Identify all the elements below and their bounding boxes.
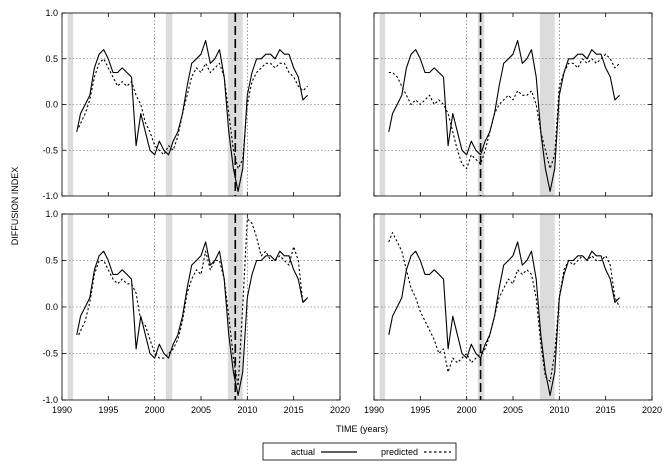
y-tick-label-1: -0.5 <box>42 145 58 155</box>
legend-actual-label: actual <box>291 447 315 457</box>
y-tick-label-2: 0.0 <box>45 100 58 110</box>
x-tick-label-4: 2010 <box>237 405 257 415</box>
x-tick-label-6: 2020 <box>642 405 662 415</box>
y-tick-label-0: -1.0 <box>42 395 58 405</box>
chart-panel-bottom-left: -1.0 -0.5 0.0 0.5 1.0 1990 1995 2000 2005 2010 201… <box>42 209 350 415</box>
plot-frame <box>373 213 653 401</box>
series-predicted-line <box>78 58 308 170</box>
y-axis-label: DIFFUSION INDEX <box>10 167 20 246</box>
series-predicted-line <box>78 218 308 387</box>
plot-frame <box>61 213 341 401</box>
chart-panel-top-left: -1.0 -0.5 0.0 0.5 1.0 <box>42 8 341 201</box>
chart-panel-bottom-right: 1990 1995 2000 2005 2010 2015 2020 <box>364 213 662 415</box>
y-tick-label-0: -1.0 <box>42 191 58 201</box>
y-tick-label-4: 1.0 <box>45 8 58 18</box>
legend-predicted-label: predicted <box>381 447 418 457</box>
plot-frame <box>61 12 341 197</box>
x-tick-label-3: 2005 <box>191 405 211 415</box>
x-tick-label-3: 2005 <box>503 405 523 415</box>
series-actual-line <box>76 39 308 192</box>
x-axis-label: TIME (years) <box>336 424 388 434</box>
x-tick-label-5: 2015 <box>284 405 304 415</box>
y-tick-label-3: 0.5 <box>45 54 58 64</box>
chart-panel-top-right <box>373 12 653 197</box>
legend: actual predicted <box>262 442 457 461</box>
series-actual-line <box>388 241 620 396</box>
x-tick-label-2: 2000 <box>457 405 477 415</box>
x-tick-label-1: 1995 <box>98 405 118 415</box>
x-tick-label-1: 1995 <box>410 405 430 415</box>
series-predicted-line <box>388 232 621 382</box>
series-actual-line <box>76 241 308 396</box>
recession-band-1 <box>165 214 173 400</box>
legend-box <box>262 442 457 461</box>
series-actual-line <box>388 39 620 192</box>
y-tick-label-2: 0.0 <box>45 302 58 312</box>
plot-frame <box>373 12 653 197</box>
y-tick-label-4: 1.0 <box>45 209 58 219</box>
x-tick-label-5: 2015 <box>596 405 616 415</box>
recession-band-1 <box>165 13 173 196</box>
series-predicted-line <box>388 53 620 170</box>
x-tick-label-6: 2020 <box>330 405 350 415</box>
x-tick-label-4: 2010 <box>549 405 569 415</box>
y-tick-label-1: -0.5 <box>42 349 58 359</box>
y-tick-label-3: 0.5 <box>45 256 58 266</box>
x-tick-label-2: 2000 <box>145 405 165 415</box>
x-tick-label-0: 1990 <box>364 405 384 415</box>
x-tick-label-0: 1990 <box>52 405 72 415</box>
